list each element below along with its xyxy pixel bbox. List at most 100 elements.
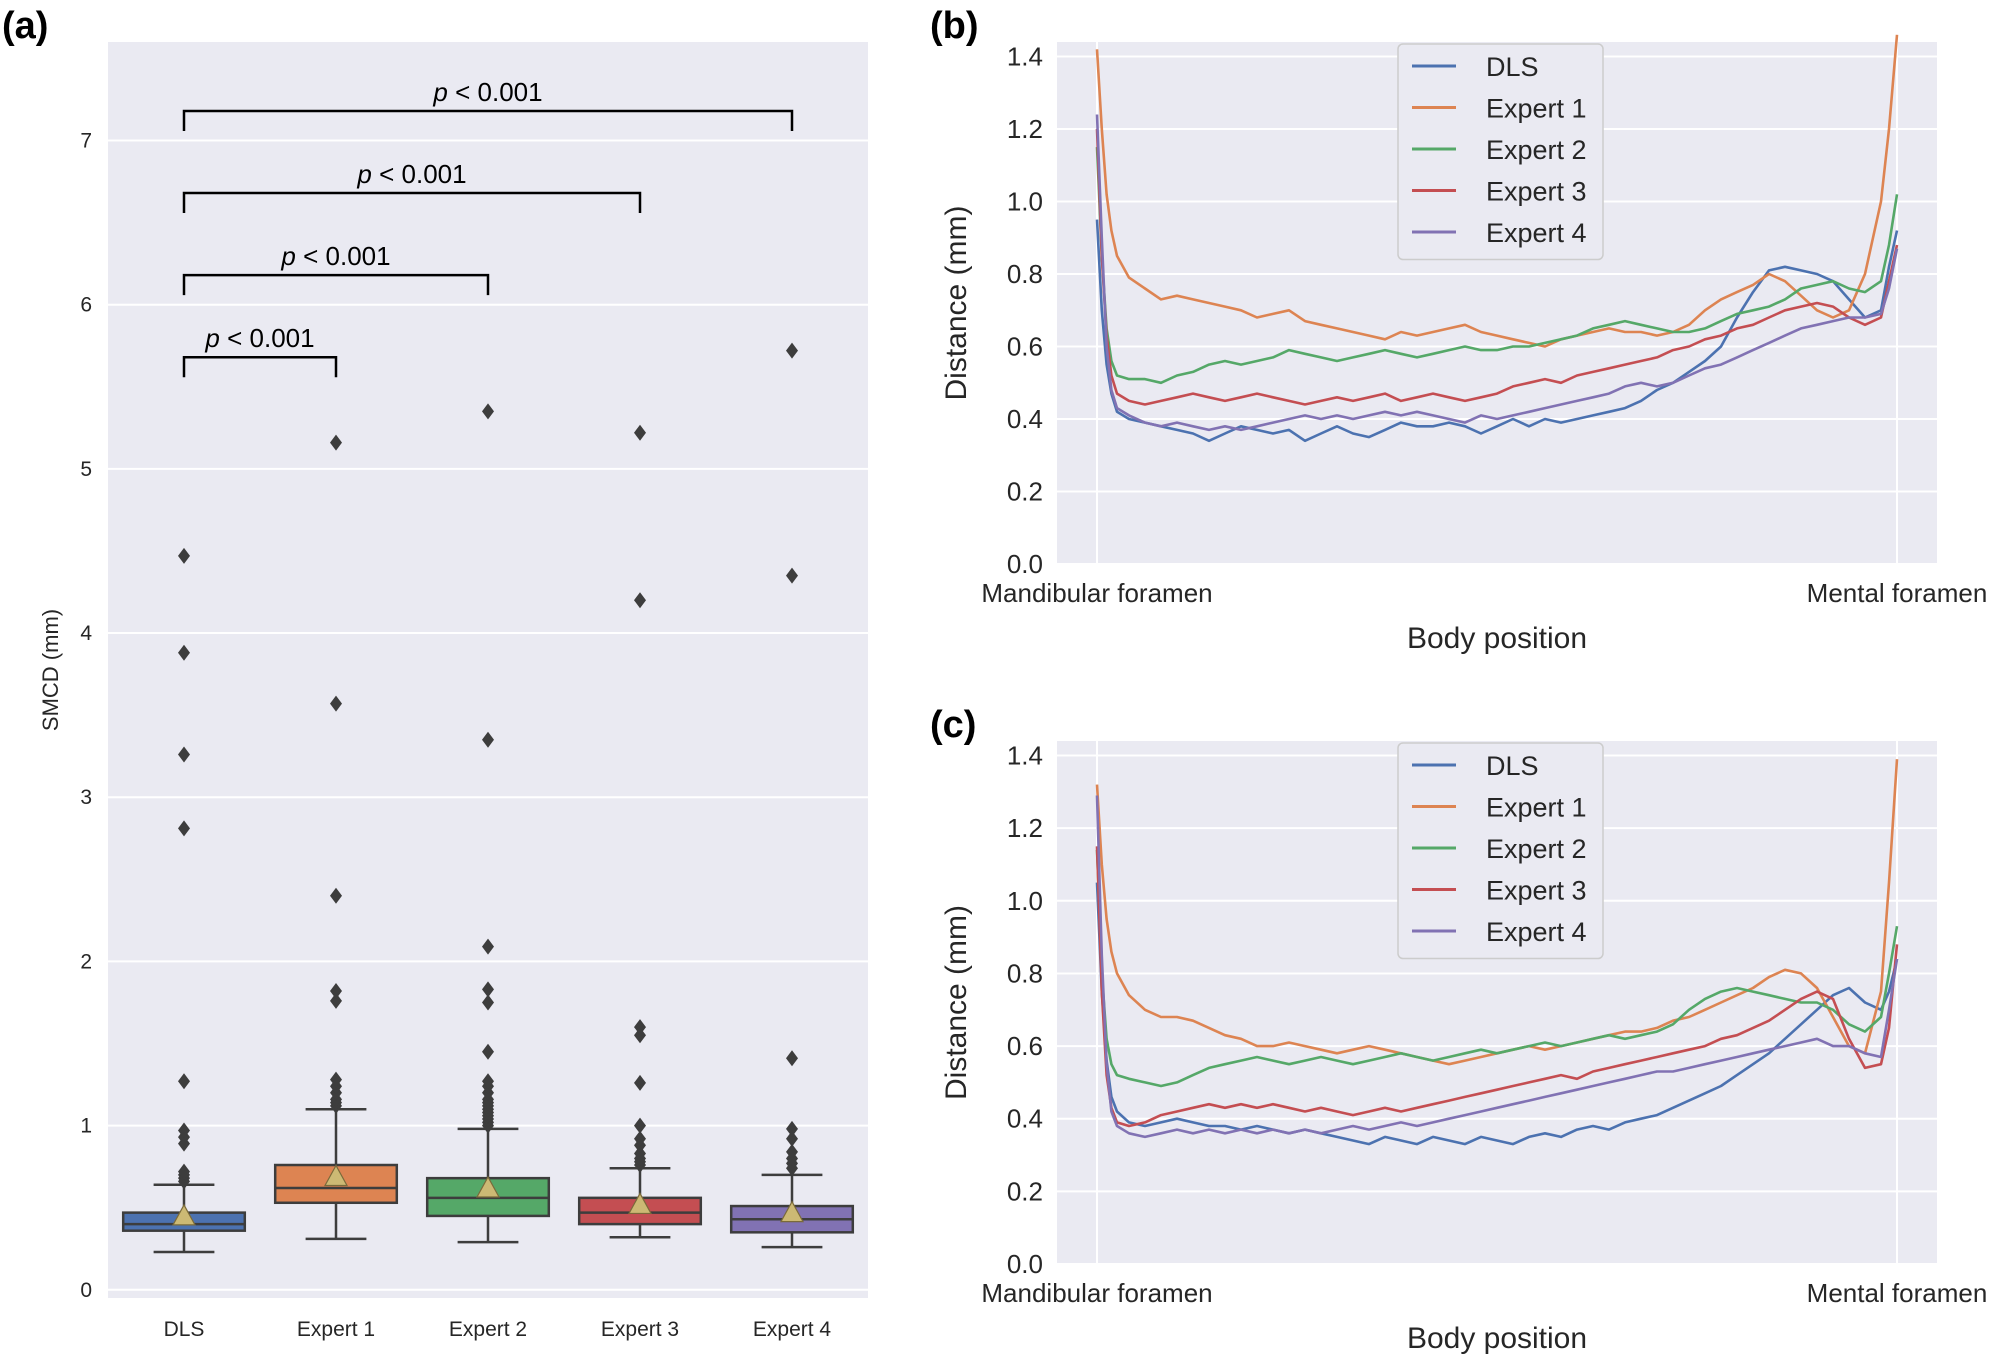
- a-significance-text: p < 0.001: [356, 159, 466, 189]
- b-legend-label: Expert 1: [1486, 94, 1587, 124]
- panel-c-label: (c): [930, 704, 976, 746]
- b-y-tick-label: 0.6: [1007, 332, 1043, 362]
- panel-c-x-axis-label: Body position: [1407, 1322, 1587, 1355]
- c-series-line: [1095, 846, 1899, 1128]
- panel-a-y-axis-label: SMCD (mm): [38, 609, 63, 731]
- a-outlier: [178, 1163, 190, 1180]
- panel-a-significance-annotations: p < 0.001 p < 0.001 p < 0.001 p < 0.001: [182, 77, 794, 378]
- b-series-line: [1095, 219, 1899, 443]
- a-outlier: [634, 1027, 646, 1044]
- a-mean-marker: [627, 1192, 653, 1215]
- b-x-tick-label: Mandibular foramen: [981, 578, 1212, 608]
- panel-c-gridlines: [1057, 741, 1937, 1265]
- a-significance-bracket: [182, 109, 794, 131]
- panel-b-series-lines: [1095, 34, 1899, 443]
- panel-c-x-ticks: Mandibular foramen Mental foramen: [981, 1278, 1987, 1308]
- a-outlier: [786, 342, 798, 359]
- c-x-tick-label: Mental foramen: [1807, 1278, 1988, 1308]
- c-legend-label: Expert 4: [1486, 917, 1587, 947]
- a-significance-text: p < 0.001: [204, 323, 314, 353]
- a-outlier: [330, 434, 342, 451]
- a-box-group: [273, 434, 399, 1241]
- a-outlier: [330, 1071, 342, 1088]
- a-significance-bracket: [182, 191, 642, 214]
- panel-a-label: (a): [2, 5, 48, 47]
- panel-c-series-lines: [1095, 759, 1899, 1146]
- b-y-tick-label: 0.2: [1007, 477, 1043, 507]
- a-outlier: [482, 1043, 494, 1060]
- a-outlier: [330, 887, 342, 904]
- c-y-tick-label: 0.0: [1007, 1249, 1043, 1279]
- a-significance-text: p < 0.001: [432, 77, 542, 107]
- a-outlier: [482, 994, 494, 1011]
- panel-b-y-ticks: 0.0 0.2 0.4 0.6 0.8 1.0 1.2 1.4: [1007, 42, 1043, 580]
- c-series-line: [1095, 759, 1899, 1066]
- a-x-tick-label: Expert 4: [753, 1318, 832, 1341]
- panel-c-line-chart: (c) 0.0 0.2 0.4 0.6 0.8 1.0 1.2 1.4 Mandibular …: [930, 704, 1987, 1355]
- c-legend-label: DLS: [1486, 751, 1539, 781]
- a-outlier: [178, 1122, 190, 1139]
- c-series-line: [1095, 849, 1899, 1088]
- c-legend-label: Expert 2: [1486, 834, 1587, 864]
- a-significance-bracket: [182, 273, 490, 296]
- panel-b-line-chart: (b) 0.0 0.2 0.4 0.6 0.8 1.0 1.2 1.4 Mandibular …: [930, 5, 1987, 655]
- a-outlier: [786, 1120, 798, 1137]
- a-outlier: [330, 982, 342, 999]
- b-legend-label: Expert 4: [1486, 218, 1587, 248]
- c-y-tick-label: 1.4: [1007, 741, 1043, 771]
- c-legend-label: Expert 1: [1486, 793, 1587, 823]
- a-outlier: [178, 1073, 190, 1090]
- b-legend-label: DLS: [1486, 52, 1539, 82]
- b-y-tick-label: 0.8: [1007, 259, 1043, 289]
- a-outlier: [178, 820, 190, 837]
- panel-a-boxplot: (a) 0 1 2 3 4 5 6 7 DLS Expert 1 Expert 2 Expert 3…: [2, 5, 868, 1341]
- a-outlier: [634, 1145, 646, 1162]
- b-series-line: [1095, 128, 1899, 406]
- a-y-tick-label: 1: [80, 1115, 92, 1138]
- a-outlier: [482, 938, 494, 955]
- b-legend-label: Expert 2: [1486, 135, 1587, 165]
- a-outlier: [634, 1117, 646, 1134]
- a-mean-marker: [323, 1164, 349, 1187]
- b-y-tick-label: 0.0: [1007, 549, 1043, 579]
- a-outlier: [330, 695, 342, 712]
- a-y-tick-label: 3: [80, 786, 92, 809]
- panel-a-boxes: [121, 342, 855, 1254]
- panel-b-y-axis-label: Distance (mm): [940, 205, 973, 400]
- a-x-tick-label: Expert 1: [297, 1318, 375, 1341]
- b-series-line: [1095, 147, 1899, 385]
- panel-b-gridlines: [1057, 42, 1937, 565]
- a-outlier: [634, 424, 646, 441]
- a-outlier: [482, 731, 494, 748]
- b-y-tick-label: 1.0: [1007, 187, 1043, 217]
- b-y-tick-label: 1.2: [1007, 114, 1043, 144]
- a-outlier: [786, 567, 798, 584]
- panel-b-legend: DLS Expert 1 Expert 2 Expert 3 Expert 4: [1397, 43, 1604, 261]
- a-y-tick-label: 0: [80, 1279, 92, 1302]
- a-x-tick-label: Expert 2: [449, 1318, 527, 1341]
- a-y-tick-label: 5: [80, 458, 92, 481]
- a-y-tick-label: 2: [80, 950, 92, 973]
- panel-c-legend: DLS Expert 1 Expert 2 Expert 3 Expert 4: [1397, 742, 1604, 960]
- c-series-line: [1095, 882, 1899, 1146]
- c-y-tick-label: 0.6: [1007, 1031, 1043, 1061]
- a-y-tick-label: 4: [80, 622, 92, 645]
- c-y-tick-label: 1.2: [1007, 813, 1043, 843]
- a-outlier: [178, 746, 190, 763]
- panel-b-label: (b): [930, 5, 979, 47]
- a-y-tick-label: 6: [80, 294, 92, 317]
- panel-b-x-axis-label: Body position: [1407, 622, 1587, 655]
- c-x-tick-label: Mandibular foramen: [981, 1278, 1212, 1308]
- panel-c-y-ticks: 0.0 0.2 0.4 0.6 0.8 1.0 1.2 1.4: [1007, 741, 1043, 1279]
- a-significance-bracket: [182, 355, 338, 378]
- b-x-tick-label: Mental foramen: [1807, 578, 1988, 608]
- b-y-tick-label: 0.4: [1007, 404, 1043, 434]
- a-box-group: [121, 547, 247, 1254]
- a-box-group: [577, 424, 703, 1239]
- a-x-tick-label: Expert 3: [601, 1318, 679, 1341]
- a-outlier: [786, 1050, 798, 1067]
- a-significance-text: p < 0.001: [280, 241, 390, 271]
- a-outlier: [786, 1143, 798, 1160]
- a-mean-marker: [475, 1175, 501, 1198]
- b-legend-frame: [1397, 43, 1604, 261]
